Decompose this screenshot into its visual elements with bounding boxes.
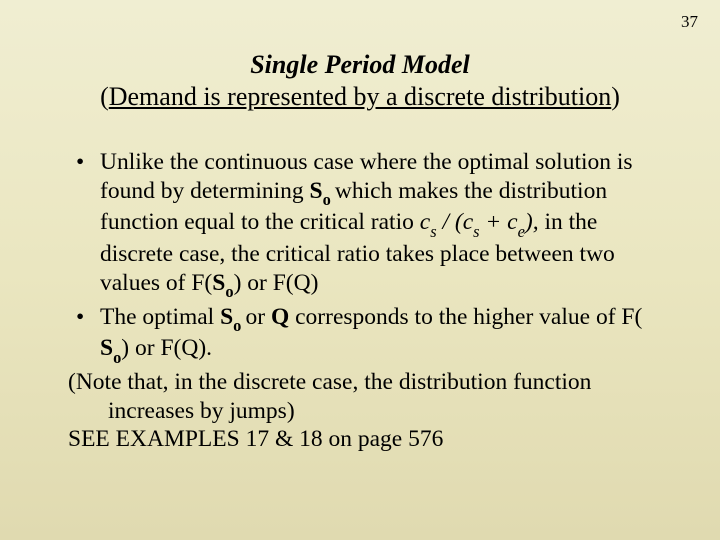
text-fragment: or <box>246 304 271 330</box>
text-fragment: corresponds to the higher value of F( <box>295 304 642 330</box>
text-fragment: ) or F(Q). <box>121 335 212 361</box>
subscript-o: o <box>323 190 335 209</box>
text-fragment: ) or F(Q) <box>234 270 319 296</box>
symbol-S: S <box>220 304 233 330</box>
symbol-c: c <box>420 209 430 235</box>
title-paren-close: ) <box>611 82 620 111</box>
title-underlined-text: Demand is represented by a discrete dist… <box>109 82 612 111</box>
title-block: Single Period Model (Demand is represent… <box>68 50 652 112</box>
subscript-o: o <box>233 316 245 335</box>
symbol-S: S <box>100 335 113 361</box>
symbol-S: S <box>310 178 323 204</box>
subscript-o: o <box>113 348 121 367</box>
subscript-e: e <box>518 222 525 241</box>
subscript-s: s <box>430 222 436 241</box>
bullet-item-1: • Unlike the continuous case where the o… <box>68 148 652 301</box>
footer-line: SEE EXAMPLES 17 & 18 on page 576 <box>68 425 652 454</box>
footer-text: SEE EXAMPLES 17 & 18 on page 576 <box>68 426 443 452</box>
symbol-c: c <box>507 209 517 235</box>
subscript-s: s <box>473 222 479 241</box>
bullet-marker: • <box>68 148 100 301</box>
text-fragment: ), <box>525 209 545 235</box>
text-fragment: / ( <box>437 209 463 235</box>
note-text: (Note that, in the discrete case, the di… <box>68 369 591 424</box>
page-number: 37 <box>681 12 698 32</box>
symbol-c: c <box>463 209 473 235</box>
bullet-1-content: Unlike the continuous case where the opt… <box>100 148 652 301</box>
title-subtitle: (Demand is represented by a discrete dis… <box>68 82 652 112</box>
note-line: (Note that, in the discrete case, the di… <box>68 368 652 425</box>
body-text: • Unlike the continuous case where the o… <box>68 148 652 454</box>
slide-content: Single Period Model (Demand is represent… <box>0 0 720 454</box>
bullet-2-content: The optimal So or Q corresponds to the h… <box>100 303 652 367</box>
bullet-item-2: • The optimal So or Q corresponds to the… <box>68 303 652 367</box>
text-fragment: The optimal <box>100 304 220 330</box>
symbol-S: S <box>212 270 225 296</box>
text-fragment: + <box>480 209 508 235</box>
bullet-marker: • <box>68 303 100 367</box>
symbol-Q: Q <box>271 304 295 330</box>
title-paren-open: ( <box>100 82 109 111</box>
title-main: Single Period Model <box>68 50 652 80</box>
subscript-o: o <box>225 282 233 301</box>
